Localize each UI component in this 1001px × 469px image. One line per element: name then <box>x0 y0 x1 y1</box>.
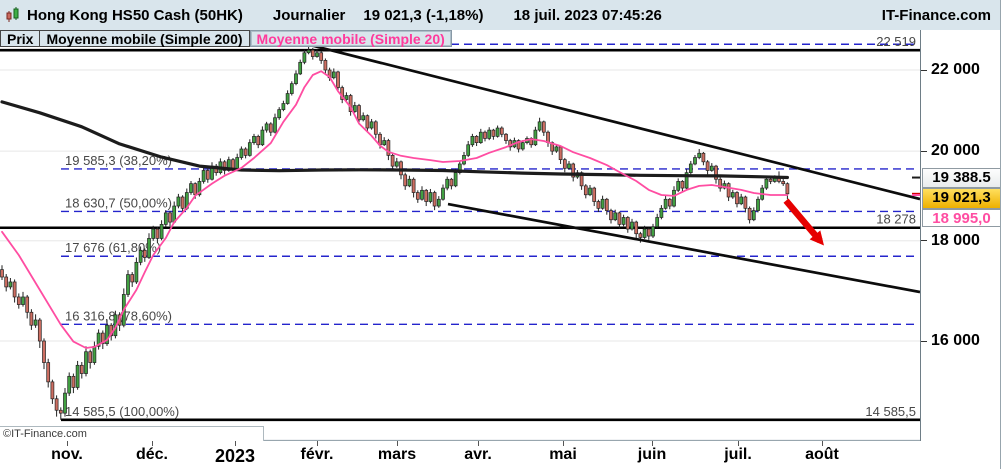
time-tick-label: déc. <box>135 446 168 463</box>
timeframe-label: Journalier <box>272 6 346 24</box>
candlestick-icon <box>5 6 21 24</box>
time-tick <box>235 441 236 446</box>
time-tick-label: nov. <box>51 446 83 463</box>
tab-ma200[interactable]: Moyenne mobile (Simple 200) <box>40 30 250 47</box>
price-tick <box>921 150 927 152</box>
hline-label: 18 278 <box>876 212 916 227</box>
time-tick-label: août <box>805 446 839 463</box>
price-tick-label: 18 000 <box>931 231 980 249</box>
hline-label: 14 585,5 <box>865 404 916 419</box>
datetime-label: 18 juil. 2023 07:45:26 <box>513 6 662 24</box>
watermark-text: ©IT-Finance.com <box>3 428 87 440</box>
tab-ma20[interactable]: Moyenne mobile (Simple 20) <box>249 30 452 47</box>
brand-logo: IT-Finance.com <box>881 6 991 24</box>
time-tick <box>652 441 653 446</box>
fib-level-label: 19 585,3 (38,20%) <box>65 153 172 168</box>
time-tick <box>317 441 318 446</box>
time-tick-label: juin <box>637 446 667 463</box>
last-price-box: 19 021,3 <box>922 187 1000 209</box>
candlestick-chart[interactable]: 19 585,3 (38,20%) 18 630,7 (50,00%) 17 676… <box>0 30 921 441</box>
time-tick-label: avr. <box>464 446 492 463</box>
time-tick <box>822 441 823 446</box>
breakdown-arrow <box>809 230 824 246</box>
price-tick <box>921 340 927 342</box>
time-tick-label: mai <box>549 446 577 463</box>
time-tick-label: 2023 <box>214 446 256 466</box>
time-tick <box>152 441 153 446</box>
price-tick-label: 16 000 <box>931 332 980 350</box>
time-tick <box>563 441 564 446</box>
tab-bar: Prix Moyenne mobile (Simple 200) Moyenne… <box>0 30 452 47</box>
price-tick <box>921 69 927 71</box>
time-tick <box>67 441 68 446</box>
time-tick-label: juil. <box>724 446 752 463</box>
price-tick <box>921 240 927 242</box>
time-tick <box>478 441 479 446</box>
tab-prix[interactable]: Prix <box>0 30 41 47</box>
fib-level-label: 14 585,5 (100,00%) <box>65 404 179 419</box>
instrument-title: Hong Kong HS50 Cash (50HK) <box>27 6 243 24</box>
time-axis[interactable]: nov. déc. 2023 févr. mars avr. mai juin juil. aoû… <box>0 441 1000 469</box>
time-tick <box>738 441 739 446</box>
fib-level-label: 17 676 (61,80%) <box>65 240 161 255</box>
watermark: ©IT-Finance.com <box>0 426 264 441</box>
price-axis[interactable]: 19 388.5 19 021,3 18 995,0 22 000 20 000 1… <box>920 30 1000 455</box>
ma200-value-box: 19 388.5 <box>922 167 1000 188</box>
fib-level-label: 18 630,7 (50,00%) <box>65 195 172 210</box>
ma20-value-box: 18 995,0 <box>922 208 1000 227</box>
time-tick <box>397 441 398 446</box>
header: Hong Kong HS50 Cash (50HK) Journalier 19… <box>0 0 1000 30</box>
last-quote: 19 021,3 (-1,18%) <box>363 6 484 24</box>
time-tick-label: févr. <box>300 446 334 463</box>
chart-plot-area[interactable]: 19 585,3 (38,20%) 18 630,7 (50,00%) 17 676… <box>0 30 921 441</box>
price-tick-label: 20 000 <box>931 142 980 160</box>
price-tick-label: 22 000 <box>931 61 980 78</box>
time-tick-label: mars <box>377 446 417 463</box>
hline-label: 22 519 <box>876 34 916 49</box>
